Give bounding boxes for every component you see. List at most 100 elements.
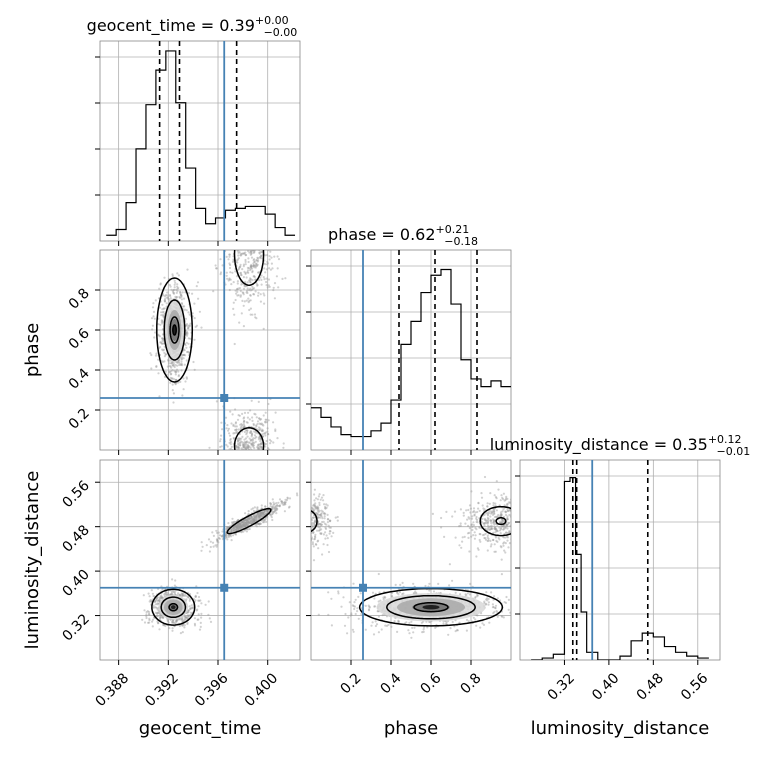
sample-point [243, 438, 246, 441]
sample-point [449, 627, 452, 630]
sample-point [272, 501, 275, 504]
sample-point [159, 346, 162, 349]
sample-point [525, 516, 527, 518]
sample-point [183, 353, 186, 356]
sample-point [476, 594, 479, 597]
sample-point [247, 446, 250, 449]
sample-point [517, 536, 519, 538]
sample-point [241, 520, 244, 524]
sample-point [325, 503, 328, 506]
sample-point [305, 531, 307, 533]
sample-point [264, 505, 267, 508]
sample-point [276, 242, 278, 244]
sample-point [158, 335, 162, 338]
sample-point [234, 528, 237, 531]
sample-point [185, 359, 188, 362]
sample-point [454, 536, 457, 539]
grid-lines [100, 460, 300, 660]
sample-point [237, 437, 240, 440]
sample-point [174, 371, 177, 374]
sample-point [397, 620, 400, 623]
sample-point [302, 507, 304, 509]
sample-point [489, 519, 492, 522]
sample-point [235, 525, 238, 528]
sample-point [259, 257, 262, 260]
sample-point [199, 599, 202, 602]
sample-point [514, 524, 516, 526]
title-minus: −0.00 [264, 26, 298, 39]
sample-point [288, 520, 290, 522]
sample-point [276, 508, 279, 511]
sample-point [263, 248, 265, 250]
sample-point [231, 199, 233, 201]
sample-point [304, 532, 306, 534]
sample-point [402, 592, 405, 595]
sample-point [306, 530, 308, 532]
sample-point [314, 520, 317, 524]
sample-point [300, 529, 302, 531]
sample-point [311, 536, 313, 539]
sample-point [318, 503, 321, 507]
sample-point [318, 522, 321, 526]
sample-point [473, 513, 476, 516]
sample-point [187, 609, 191, 612]
sample-point [323, 512, 326, 515]
sample-point [253, 452, 255, 454]
sample-point [225, 427, 228, 430]
sample-point [411, 626, 414, 630]
sample-point [248, 455, 250, 457]
sample-point [178, 593, 181, 597]
sample-point [323, 515, 326, 518]
sample-point [300, 517, 302, 519]
sample-point [193, 317, 196, 320]
sample-point [160, 311, 163, 314]
sample-point [156, 612, 159, 615]
sample-point [512, 597, 514, 599]
sample-point [231, 449, 234, 450]
sample-point [252, 287, 256, 290]
sample-point [152, 315, 155, 318]
sample-point [490, 527, 493, 531]
sample-point [370, 624, 373, 627]
sample-point [537, 531, 539, 533]
sample-point [234, 289, 237, 292]
sample-point [172, 292, 176, 295]
sample-point [242, 464, 244, 466]
sample-point [458, 621, 461, 624]
sample-point [247, 452, 249, 454]
sample-point [510, 538, 511, 541]
sample-point [260, 246, 262, 248]
sample-point [271, 451, 273, 453]
sample-point [183, 349, 186, 352]
sample-point [161, 596, 164, 599]
sample-point [484, 537, 487, 540]
sample-point [505, 503, 509, 506]
sample-point [293, 517, 295, 519]
sample-point [228, 432, 231, 435]
sample-point [252, 520, 256, 523]
sample-point [547, 513, 549, 515]
sample-point [475, 517, 478, 520]
sample-point [500, 615, 503, 618]
sample-point [193, 617, 196, 620]
sample-point [250, 444, 253, 447]
sample-point [261, 454, 263, 456]
sample-point [238, 439, 241, 442]
sample-point [286, 515, 288, 517]
sample-point [193, 368, 196, 371]
sample-point [258, 237, 260, 239]
sample-point [264, 445, 267, 448]
sample-point [215, 545, 218, 548]
sample-point [501, 519, 504, 522]
sample-point [244, 260, 247, 263]
sample-point [349, 614, 352, 617]
sample-point [165, 302, 168, 305]
sample-point [533, 494, 535, 496]
sample-point [451, 515, 454, 518]
sample-point [261, 510, 264, 513]
sample-point [240, 524, 243, 528]
sample-point [474, 595, 477, 598]
sample-point [492, 605, 495, 609]
sample-point [186, 622, 189, 626]
sample-point [269, 268, 272, 271]
